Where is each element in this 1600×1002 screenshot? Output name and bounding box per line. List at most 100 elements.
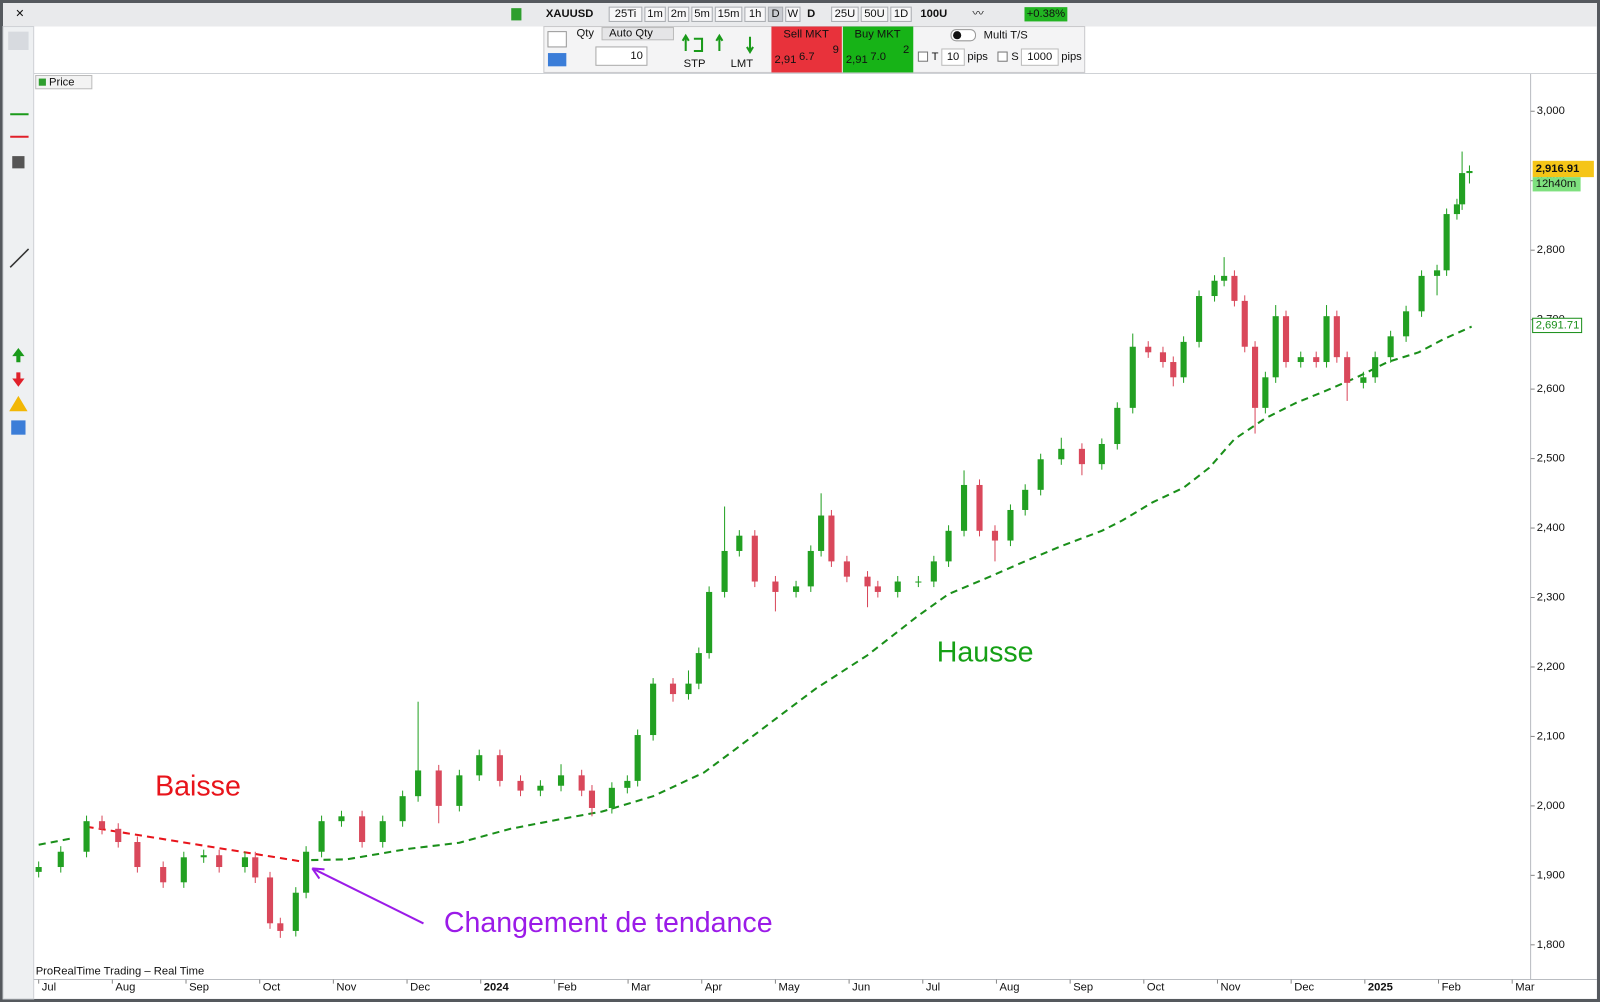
buy-button[interactable] [842,26,914,73]
toolbar-button-label[interactable]: 2m [671,8,687,20]
candle-body [1114,407,1121,444]
toolbar-button[interactable] [691,6,713,22]
panel-tab[interactable] [35,74,93,90]
buy-big[interactable]: 7.0 [870,51,886,63]
sell-prefix[interactable]: 2,91 [774,54,796,66]
toolbar-button-label[interactable]: 15m [718,8,740,20]
line-tool[interactable] [9,248,30,268]
candle-body [83,821,90,852]
toolbar-button[interactable] [744,6,766,22]
close-icon[interactable]: ✕ [15,8,24,20]
last-price-badge [1532,160,1594,178]
candle-body [976,484,983,531]
candle-body [98,821,106,829]
candle-body [874,586,881,592]
bars-select[interactable]: 100U [920,8,947,20]
toolbar-button-label[interactable]: W [788,8,799,20]
down-arrow-tool[interactable] [12,372,25,387]
candle-body [1323,316,1330,363]
trash-tool[interactable] [12,156,25,169]
toolbar-button[interactable] [785,6,801,22]
x-tick-label: Aug [115,982,135,994]
y-tick-label: 2,100 [1537,730,1565,742]
candle-body [1272,316,1279,378]
toolbar-button-label[interactable]: 25U [835,8,856,20]
candle-body [216,855,223,868]
buy-prefix[interactable]: 2,91 [846,54,868,66]
sell-button[interactable] [771,26,842,73]
candle-body [160,867,167,883]
lmt[interactable]: LMT [731,58,754,70]
x-tick-label: 2025 [1368,982,1393,994]
settings-button[interactable] [547,31,567,48]
candle-body [399,796,406,822]
indicator-icon[interactable]: 〰 [972,8,984,20]
qty-input[interactable] [595,46,648,66]
lmt-icon[interactable] [715,33,754,55]
pointer-tool[interactable] [8,31,29,50]
toolbar-button-label[interactable]: 25Ti [615,8,636,20]
alert-tool[interactable] [9,395,28,412]
change: +0.38% [1027,8,1065,20]
stp[interactable]: STP [684,58,706,70]
toolbar-button[interactable] [860,6,889,22]
candle-body [1252,346,1259,408]
toolbar-button[interactable] [667,6,690,22]
sell-sup[interactable]: 9 [833,44,839,56]
toolbar-button[interactable] [608,6,643,22]
auto-qty[interactable]: Auto Qty [609,28,653,40]
x-tick-label: Nov [336,982,356,994]
x-tick-label: Dec [1294,982,1314,994]
toolbar-button[interactable] [890,6,912,22]
annotation-arrow [311,867,424,925]
candle-body [1180,341,1187,378]
candle-body [1372,357,1379,378]
s-pips[interactable]: 1000 [1027,51,1052,63]
toolbar-button-label[interactable]: 50U [864,8,885,20]
x-tick-label: Nov [1221,982,1241,994]
panel-label[interactable]: Price [49,77,75,89]
toolbar-button[interactable] [831,6,859,22]
sell-label[interactable]: Sell MKT [783,29,829,41]
s-unit: pips [1061,51,1082,63]
keypad-button[interactable] [547,53,567,67]
toolbar-button-label[interactable]: 5m [694,8,710,20]
candle-body [695,653,702,684]
candle-body [792,586,800,592]
candle-body [1262,377,1269,408]
toolbar-button-label[interactable]: 1m [647,8,663,20]
sell-big[interactable]: 6.7 [799,51,815,63]
toolbar-button-label[interactable]: 1h [749,8,761,20]
toolbar-button[interactable] [767,6,784,22]
s-checkbox[interactable] [997,51,1008,62]
buy-label[interactable]: Buy MKT [854,29,900,41]
up-arrow-tool[interactable] [12,347,25,363]
toolbar-button-label[interactable]: D [771,8,779,20]
toolbar-button[interactable] [644,6,666,22]
toolbar-button-label[interactable]: 1D [894,8,908,20]
candle-body [818,515,825,551]
s-input[interactable] [1020,48,1059,66]
stp-icon[interactable] [681,33,704,53]
annotation: Baisse [155,770,241,802]
period-select[interactable]: D [807,8,815,20]
x-tick-label: Oct [263,982,281,994]
toolbar-button[interactable] [714,6,743,22]
qty[interactable]: 10 [630,50,642,62]
t-input[interactable] [941,48,965,66]
t-checkbox[interactable] [917,51,929,62]
candle-body [1297,357,1304,363]
symbol[interactable]: XAUUSD [546,8,593,20]
t-pips[interactable]: 10 [947,51,959,63]
chart-icon[interactable] [511,8,522,21]
candle-body [359,816,366,843]
tool-icons[interactable] [8,31,30,435]
buy-sup[interactable]: 2 [903,44,909,56]
candle-body [1211,280,1218,297]
candle-body [624,780,631,788]
t-unit: pips [967,51,988,63]
auto-qty-button[interactable] [601,27,674,41]
text-tool[interactable] [11,420,26,435]
candle-body [1145,346,1152,353]
